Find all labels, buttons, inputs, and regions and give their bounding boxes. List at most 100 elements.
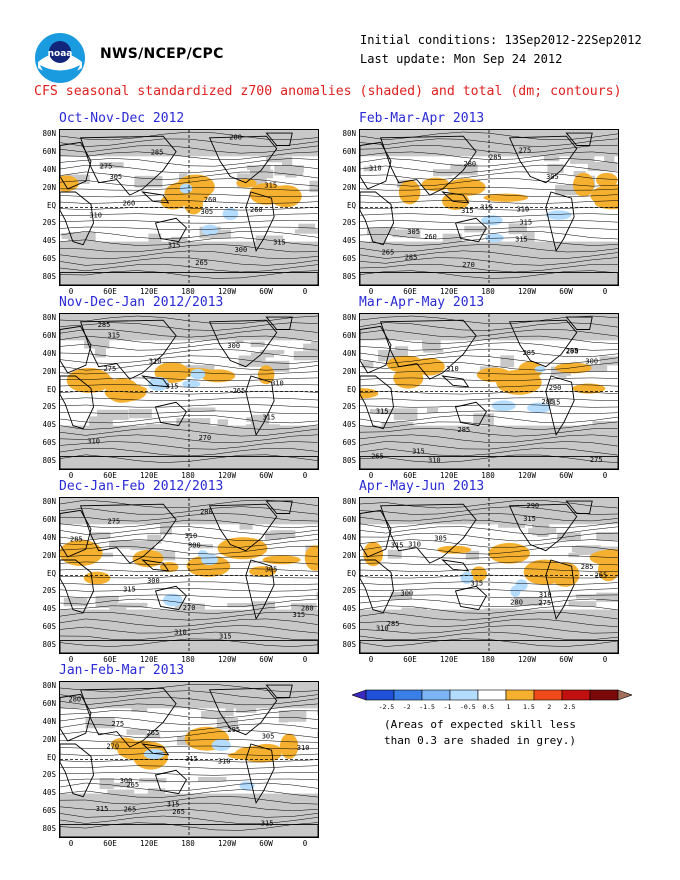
longitude-label: 0 [68,655,74,664]
contour-label: 270 [462,261,475,269]
contour-label: 280 [200,508,213,516]
latitude-label: 80N [42,681,56,690]
contour-label: 270 [199,434,212,442]
contour-label: 285 [542,398,555,406]
longitude-label: 0 [68,471,74,480]
latitude-label: 60S [42,254,56,264]
agency-name: NWS/NCEP/CPC [100,46,224,62]
contour-label: 315 [519,219,532,227]
latitude-label: 80N [42,313,56,322]
legend-colorbar: -2.5 -2 -1.5 -1 -0.5 0.5 1 1.5 2 2.5 [351,689,633,711]
latitude-label: 20S [42,586,56,596]
color-legend: -2.5 -2 -1.5 -1 -0.5 0.5 1 1.5 2 2.5 [351,688,633,748]
latitude-label: 80S [342,272,356,281]
latitude-label: 40S [342,236,356,246]
contour-label: 300 [188,542,201,550]
contour-label: 290 [527,502,540,510]
latitude-label: 60N [342,514,356,524]
latitude-label: 80N [342,313,356,322]
latitude-label: 40N [342,164,356,174]
contour-label: 260 [424,233,437,241]
contour-label: 315 [96,805,109,813]
latitude-label: EQ [346,200,356,210]
latitude-label: 20N [342,550,356,560]
longitude-label: 60W [259,839,273,848]
contour-label: 285 [405,254,418,262]
panel-title: Apr-May-Jun 2013 [359,479,485,494]
contour-label: 300 [401,590,414,598]
longitude-label: 120E [139,287,159,296]
anomaly-map: 285 290 285 300 310 315 315 310 315 290 275 285 265 2… [359,313,619,470]
contour-label: 315 [548,398,561,406]
contour-label: 265 [172,808,185,816]
latitude-label: 60S [42,438,56,448]
contour-label: 310 [446,365,459,373]
longitude-label: 120W [517,471,537,480]
anomaly-map: 275 285 300 310 315 315 315 310 310 265 270 [59,313,319,470]
legend-swatch [365,689,395,701]
legend-tick-label: 1 [507,703,511,711]
contour-label: 310 [185,532,198,540]
latitude-label: 40N [342,532,356,542]
longitude-label: 0 [302,471,308,480]
longitude-label: 60E [403,471,417,480]
longitude-label: 60E [103,655,117,664]
initial-conditions: Initial conditions: 13Sep2012-22Sep2012 [360,33,642,47]
longitude-label: 120E [439,287,459,296]
contour-label: 275 [104,365,117,373]
legend-tick-label: 0.5 [482,703,494,711]
latitude-label: 60S [342,438,356,448]
longitude-label: 180 [481,287,495,296]
contour-label: 265 [233,387,246,395]
contour-label: 295 [227,726,240,734]
contour-label: 315 [166,382,179,390]
longitude-label: 180 [181,287,195,296]
contour-label: 310 [271,379,284,387]
contour-label: 285 [523,349,536,357]
latitude-label: 40S [342,604,356,614]
contour-label: 315 [412,447,425,455]
contour-label: 310 [376,624,389,632]
legend-tick-label: 1.5 [523,703,535,711]
map-canvas: 2903053103153153153103103002852752802652… [360,498,618,653]
legend-swatch [477,689,507,701]
contour-label: 285 [581,563,594,571]
longitude-label: 0 [368,471,374,480]
latitude-label: 40S [342,420,356,430]
latitude-label: 40N [42,348,56,358]
latitude-label: 60N [342,330,356,340]
contour-label: 305 [262,732,275,740]
latitude-label: 60N [42,330,56,340]
longitude-label: 120E [439,471,459,480]
legend-swatch [617,689,633,701]
contour-label: 315 [523,515,536,523]
contour-label: 285 [489,154,502,162]
longitude-label: 60E [403,655,417,664]
contour-label: 315 [168,242,181,250]
contour-label: 275 [108,518,121,526]
latitude-label: 20N [342,366,356,376]
contour-label: 315 [376,408,389,416]
longitude-label: 60E [103,839,117,848]
latitude-label: 60S [42,622,56,632]
contour-label: 310 [87,437,100,445]
contour-label: 285 [70,536,83,544]
legend-swatch [421,689,451,701]
panel-title: Dec-Jan-Feb 2012/2013 [59,479,224,494]
longitude-label: 60W [559,655,573,664]
contour-label: 280 [69,695,82,703]
contour-label: 285 [458,426,471,434]
longitude-label: 60W [259,655,273,664]
contour-label: 285 [98,321,111,329]
map-canvas: 275 280 285 305 315 315 315 310 300 305 260 265 260 2… [60,130,318,285]
contour-label: 265 [124,805,137,813]
latitude-label: EQ [46,200,56,210]
contour-label: 300 [120,777,133,785]
map-canvas: 275 280 285 305 310 315 315 315 315 310 305 285 265 2… [360,130,618,285]
contour-label: 310 [149,357,162,365]
latitude-label: 60N [42,698,56,708]
legend-tick-label: 2 [547,703,551,711]
longitude-label: 60E [103,471,117,480]
latitude-label: 20N [42,182,56,192]
